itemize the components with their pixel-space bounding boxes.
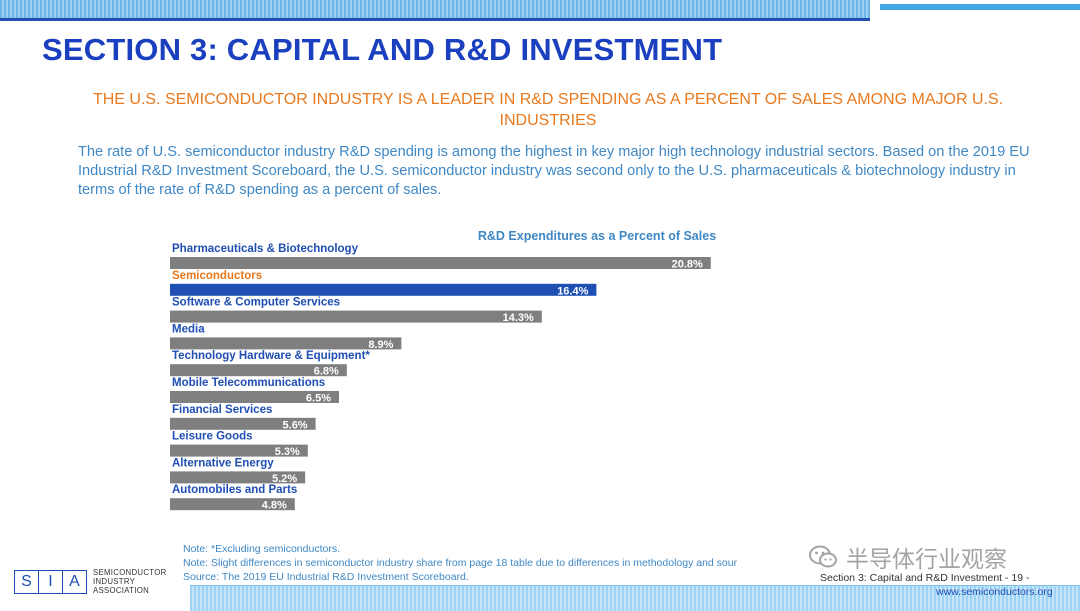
slide-subtitle: THE U.S. SEMICONDUCTOR INDUSTRY IS A LEA… bbox=[92, 91, 1004, 129]
bar bbox=[170, 337, 402, 350]
logo-letter: S bbox=[15, 570, 39, 593]
bar bbox=[170, 471, 306, 484]
category-label: Technology Hardware & Equipment* bbox=[172, 350, 370, 362]
logo-line: INDUSTRY bbox=[93, 577, 136, 586]
note-line: Note: *Excluding semiconductors. bbox=[183, 543, 340, 555]
bar bbox=[170, 391, 339, 403]
value-label: 5.6% bbox=[283, 419, 308, 431]
value-label: 5.3% bbox=[275, 446, 300, 458]
watermark-text: 半导体行业观察 bbox=[846, 546, 1007, 572]
note-line: Note: Slight differences in semiconducto… bbox=[183, 557, 738, 569]
logo-letter: A bbox=[69, 572, 80, 590]
wechat-icon bbox=[809, 545, 837, 568]
value-label: 5.2% bbox=[272, 473, 297, 485]
footer-section-label: Section 3: Capital and R&D Investment - … bbox=[820, 572, 1030, 584]
bar bbox=[170, 498, 295, 511]
value-label: 6.8% bbox=[314, 366, 339, 378]
category-label: Leisure Goods bbox=[172, 431, 253, 443]
page-title: SECTION 3: CAPITAL AND R&D INVESTMENT bbox=[42, 32, 723, 67]
logo-mark: S I A bbox=[14, 569, 87, 594]
chart-notes: Note: *Excluding semiconductors. Note: S… bbox=[183, 542, 737, 584]
category-label: Semiconductors bbox=[172, 270, 262, 282]
value-label: 6.5% bbox=[306, 393, 331, 405]
category-label: Automobiles and Parts bbox=[172, 484, 297, 496]
top-decor-band bbox=[0, 0, 1080, 22]
logo-line: ASSOCIATION bbox=[93, 586, 150, 595]
bar bbox=[170, 444, 308, 457]
logo-letter: I bbox=[39, 570, 63, 593]
sia-logo: S I A SEMICONDUCTOR INDUSTRY ASSOCIATION bbox=[14, 568, 167, 595]
value-label: 16.4% bbox=[557, 285, 588, 297]
value-label: 8.9% bbox=[368, 339, 393, 351]
bar bbox=[170, 310, 542, 323]
category-label: Software & Computer Services bbox=[172, 297, 340, 309]
category-label: Alternative Energy bbox=[172, 457, 274, 469]
top-band-left bbox=[0, 0, 870, 21]
value-label: 4.8% bbox=[262, 500, 287, 512]
logo-line: SEMICONDUCTOR bbox=[93, 568, 167, 577]
body-paragraph: The rate of U.S. semiconductor industry … bbox=[78, 144, 1030, 198]
logo-text: SEMICONDUCTOR INDUSTRY ASSOCIATION bbox=[93, 568, 167, 595]
bottom-decor-band bbox=[190, 585, 1080, 611]
category-label: Pharmaceuticals & Biotechnology bbox=[172, 243, 359, 255]
bar bbox=[170, 257, 711, 269]
bar bbox=[170, 283, 597, 296]
category-label: Mobile Telecommunications bbox=[172, 377, 325, 389]
watermark: 半导体行业观察 bbox=[808, 540, 1007, 574]
value-label: 14.3% bbox=[503, 312, 534, 324]
category-label: Media bbox=[172, 323, 205, 335]
top-band-right bbox=[880, 4, 1080, 10]
chart-title: R&D Expenditures as a Percent of Sales bbox=[478, 229, 716, 243]
source-line: Source: The 2019 EU Industrial R&D Inves… bbox=[183, 571, 469, 583]
bar bbox=[170, 364, 347, 377]
bar bbox=[170, 417, 316, 430]
bars-group: Pharmaceuticals & Biotechnology 20.8% Semi… bbox=[170, 243, 711, 512]
footer-url[interactable]: www.semiconductors.org bbox=[936, 586, 1053, 598]
value-label: 20.8% bbox=[672, 259, 703, 271]
category-label: Financial Services bbox=[172, 404, 272, 416]
